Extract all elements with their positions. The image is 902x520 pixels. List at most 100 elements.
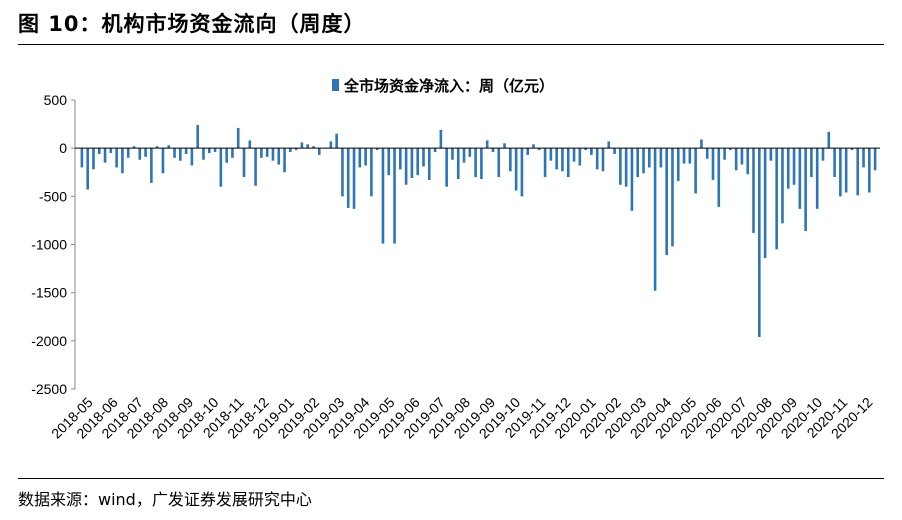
bar [642, 148, 645, 174]
y-tick-label: -1500 [31, 285, 67, 301]
bar [833, 148, 836, 178]
bar [798, 148, 802, 209]
bar [810, 148, 813, 178]
bar [792, 148, 796, 185]
bar [445, 148, 448, 187]
bar [207, 148, 211, 153]
y-tick-label: -500 [39, 188, 67, 204]
bar [653, 148, 657, 291]
bar [213, 148, 217, 153]
bar [427, 148, 431, 180]
bar [393, 148, 396, 244]
bar [578, 148, 582, 166]
bar [416, 148, 420, 176]
bar [410, 148, 414, 179]
bar [132, 146, 136, 149]
bar [167, 145, 171, 149]
bar [451, 148, 454, 160]
bar [705, 148, 709, 159]
bar [572, 148, 576, 162]
bar [364, 148, 367, 166]
bar [271, 148, 275, 161]
bar [862, 148, 865, 168]
bar [734, 148, 738, 171]
bar [485, 140, 489, 149]
bar [456, 148, 460, 179]
bar [329, 141, 333, 149]
bar [422, 148, 425, 167]
y-axis: 500 0 -500 -1000 -1500 -2000 -2500 [31, 92, 76, 397]
bar [665, 148, 668, 256]
bar [190, 148, 194, 166]
bar [358, 148, 362, 168]
bar [103, 148, 107, 163]
bar [619, 148, 622, 185]
bar [86, 148, 89, 190]
bar [688, 148, 692, 164]
bar [242, 148, 246, 178]
bar [219, 148, 223, 187]
y-tick-label: -1000 [31, 237, 67, 253]
y-tick-label: -2500 [31, 381, 67, 397]
bar [480, 148, 483, 179]
bar [584, 148, 587, 151]
bar [346, 148, 350, 208]
y-tick-label: 500 [44, 92, 68, 108]
bar [850, 148, 854, 151]
bar [839, 148, 842, 197]
bar [375, 148, 379, 151]
bar [543, 148, 547, 178]
bar [399, 148, 402, 170]
bar [80, 148, 84, 168]
bar [289, 148, 292, 153]
bar [671, 148, 674, 247]
bar [827, 131, 831, 149]
bar [254, 148, 257, 186]
bar [196, 125, 199, 149]
bar [607, 141, 611, 149]
bar [856, 148, 860, 196]
bar [775, 148, 778, 250]
weekly-fund-flow-chart: 全市场资金净流入：周（亿元） 500 0 -500 -1000 -1500 -2000 -2… [31, 77, 880, 442]
bar [155, 146, 159, 149]
bar [260, 148, 263, 158]
bar [294, 148, 298, 151]
bar [630, 148, 634, 211]
bar [144, 148, 147, 157]
bar [138, 148, 142, 160]
bar [786, 148, 790, 189]
bar [763, 148, 767, 258]
legend-label: 全市场资金净流入：周（亿元） [343, 77, 554, 95]
bar [491, 148, 495, 153]
legend-swatch [332, 79, 339, 91]
title-divider [18, 44, 884, 45]
bar [126, 148, 130, 158]
bar [868, 148, 871, 193]
bar [746, 148, 750, 175]
bar [613, 148, 616, 154]
bar [150, 148, 153, 183]
bar [624, 148, 628, 187]
y-tick-label: -2000 [31, 333, 67, 349]
bar [700, 139, 703, 149]
bar [769, 148, 773, 161]
bar [306, 144, 310, 149]
bar [387, 148, 391, 176]
bar [265, 148, 269, 157]
bar [462, 148, 466, 163]
bar [537, 148, 541, 151]
bar [676, 148, 680, 181]
bar-series [80, 125, 877, 337]
bar [717, 148, 721, 207]
bar [815, 148, 819, 209]
bar [352, 148, 356, 209]
bar [711, 148, 715, 180]
bar [555, 148, 558, 170]
y-tick-label: 0 [59, 140, 67, 156]
bar [520, 148, 524, 197]
bar [381, 148, 385, 244]
bar [231, 148, 234, 158]
bar [566, 148, 570, 178]
bar [694, 148, 697, 194]
bar [590, 148, 593, 155]
